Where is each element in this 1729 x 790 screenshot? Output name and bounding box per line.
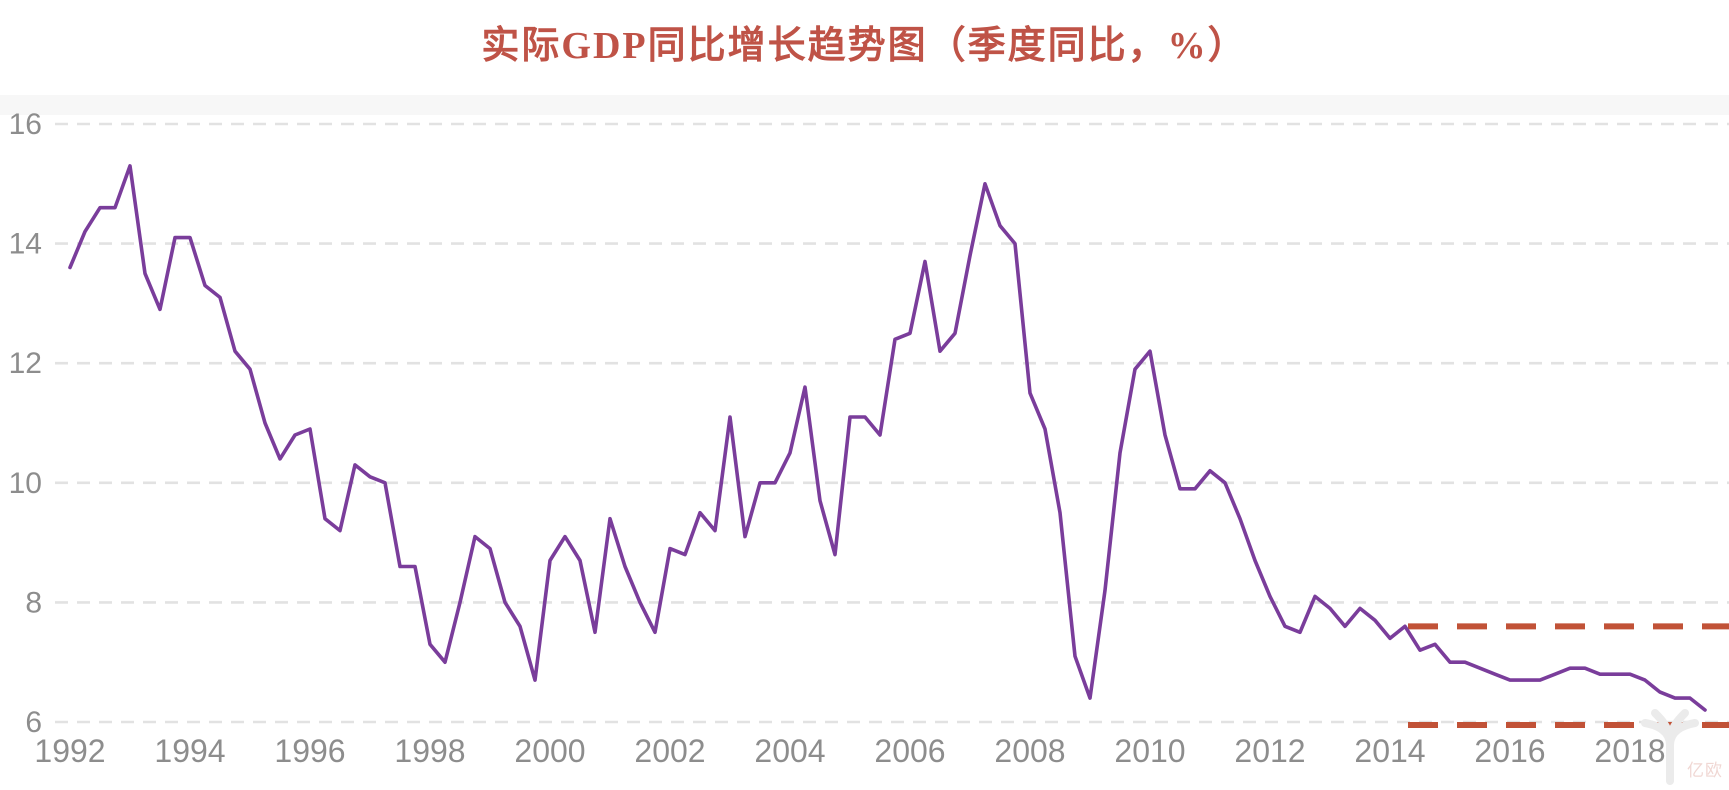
x-tick-label: 1994: [154, 733, 225, 769]
watermark: 亿欧: [1637, 707, 1723, 785]
x-tick-label: 2006: [874, 733, 945, 769]
x-tick-label: 2002: [634, 733, 705, 769]
y-tick-label: 14: [9, 228, 42, 261]
x-tick-label: 2010: [1114, 733, 1185, 769]
y-tick-label: 6: [25, 706, 42, 739]
plot-top-band: [0, 95, 1729, 115]
y-tick-label: 12: [9, 347, 42, 380]
y-tick-label: 10: [9, 467, 42, 500]
x-tick-label: 2000: [514, 733, 585, 769]
x-tick-label: 1992: [34, 733, 105, 769]
x-tick-label: 2018: [1594, 733, 1665, 769]
x-tick-label: 2014: [1354, 733, 1425, 769]
y-tick-label: 8: [25, 586, 42, 619]
x-tick-label: 2008: [994, 733, 1065, 769]
y-tick-label: 16: [9, 108, 42, 141]
x-tick-label: 2016: [1474, 733, 1545, 769]
x-tick-label: 1998: [394, 733, 465, 769]
x-tick-label: 2012: [1234, 733, 1305, 769]
x-tick-label: 2004: [754, 733, 825, 769]
eo-tree-logo-icon: [1641, 709, 1699, 785]
gdp-growth-line-series: [68, 164, 1707, 712]
x-tick-label: 1996: [274, 733, 345, 769]
chart-title: 实际GDP同比增长趋势图（季度同比，%）: [481, 25, 1248, 67]
watermark-text: 亿欧: [1687, 761, 1723, 780]
